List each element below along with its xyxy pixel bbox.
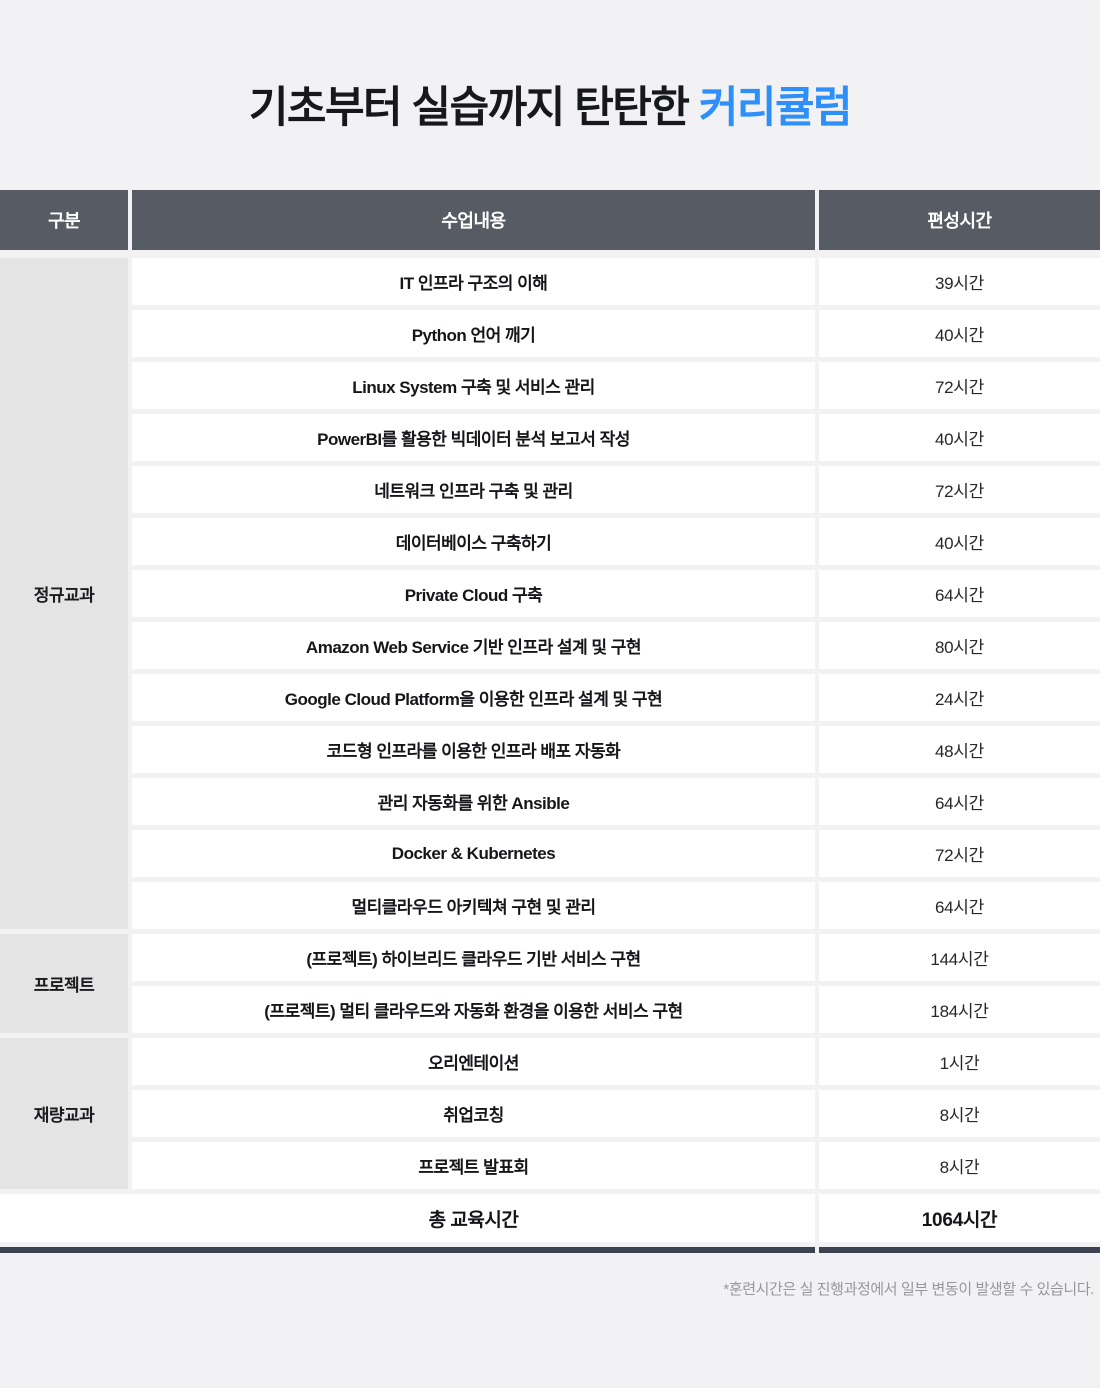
page-title-prefix: 기초부터 실습까지 탄탄한 xyxy=(248,84,699,132)
course-hours-cell: 64시간 xyxy=(819,778,1100,825)
page-title: 기초부터 실습까지 탄탄한 커리큘럼 xyxy=(248,73,853,135)
group-cell-2: 재량교과 xyxy=(0,1038,128,1189)
course-content-cell: 데이터베이스 구축하기 xyxy=(132,518,815,565)
group-cell-0: 정규교과 xyxy=(0,258,128,929)
course-hours-cell: 39시간 xyxy=(819,258,1100,305)
course-content-cell: 취업코칭 xyxy=(132,1090,815,1137)
course-hours-cell: 40시간 xyxy=(819,414,1100,461)
course-content-cell: 멀티클라우드 아키텍쳐 구현 및 관리 xyxy=(132,882,815,929)
course-hours-cell: 1시간 xyxy=(819,1038,1100,1085)
course-hours-cell: 144시간 xyxy=(819,934,1100,981)
column-header-content: 수업내용 xyxy=(132,190,815,250)
course-hours-cell: 64시간 xyxy=(819,570,1100,617)
course-hours-cell: 40시간 xyxy=(819,518,1100,565)
course-hours-cell: 80시간 xyxy=(819,622,1100,669)
course-content-cell: 코드형 인프라를 이용한 인프라 배포 자동화 xyxy=(132,726,815,773)
course-hours-cell: 72시간 xyxy=(819,830,1100,877)
total-label-cell: 총 교육시간 xyxy=(0,1194,815,1242)
footnote: *훈련시간은 실 진행과정에서 일부 변동이 발생할 수 있습니다. xyxy=(723,1281,1094,1298)
course-content-cell: (프로젝트) 하이브리드 클라우드 기반 서비스 구현 xyxy=(132,934,815,981)
course-hours-cell: 72시간 xyxy=(819,466,1100,513)
total-hours-cell: 1064시간 xyxy=(819,1194,1100,1242)
course-hours-cell: 48시간 xyxy=(819,726,1100,773)
course-content-cell: IT 인프라 구조의 이해 xyxy=(132,258,815,305)
course-hours-cell: 184시간 xyxy=(819,986,1100,1033)
course-content-cell: Amazon Web Service 기반 인프라 설계 및 구현 xyxy=(132,622,815,669)
course-content-cell: 네트워크 인프라 구축 및 관리 xyxy=(132,466,815,513)
course-content-cell: 오리엔테이션 xyxy=(132,1038,815,1085)
course-hours-cell: 8시간 xyxy=(819,1142,1100,1189)
page-title-highlight: 커리큘럼 xyxy=(698,84,853,132)
course-content-cell: 관리 자동화를 위한 Ansible xyxy=(132,778,815,825)
column-header-hours: 편성시간 xyxy=(819,190,1100,250)
course-content-cell: (프로젝트) 멀티 클라우드와 자동화 환경을 이용한 서비스 구현 xyxy=(132,986,815,1033)
course-hours-cell: 24시간 xyxy=(819,674,1100,721)
bottom-rule-right xyxy=(819,1247,1100,1253)
course-content-cell: 프로젝트 발표회 xyxy=(132,1142,815,1189)
course-content-cell: Private Cloud 구축 xyxy=(132,570,815,617)
group-cell-1: 프로젝트 xyxy=(0,934,128,1033)
course-hours-cell: 72시간 xyxy=(819,362,1100,409)
course-content-cell: Linux System 구축 및 서비스 관리 xyxy=(132,362,815,409)
course-content-cell: Python 언어 깨기 xyxy=(132,310,815,357)
curriculum-table: 구분 수업내용 편성시간 총 교육시간 1064시간 정규교과 IT 인프라 구조… xyxy=(0,190,1100,1253)
course-hours-cell: 8시간 xyxy=(819,1090,1100,1137)
course-hours-cell: 40시간 xyxy=(819,310,1100,357)
bottom-rule-left xyxy=(0,1247,815,1253)
course-content-cell: Google Cloud Platform을 이용한 인프라 설계 및 구현 xyxy=(132,674,815,721)
column-header-category: 구분 xyxy=(0,190,128,250)
course-hours-cell: 64시간 xyxy=(819,882,1100,929)
title-section: 기초부터 실습까지 탄탄한 커리큘럼 xyxy=(0,0,1100,190)
course-content-cell: Docker & Kubernetes xyxy=(132,830,815,877)
course-content-cell: PowerBI를 활용한 빅데이터 분석 보고서 작성 xyxy=(132,414,815,461)
